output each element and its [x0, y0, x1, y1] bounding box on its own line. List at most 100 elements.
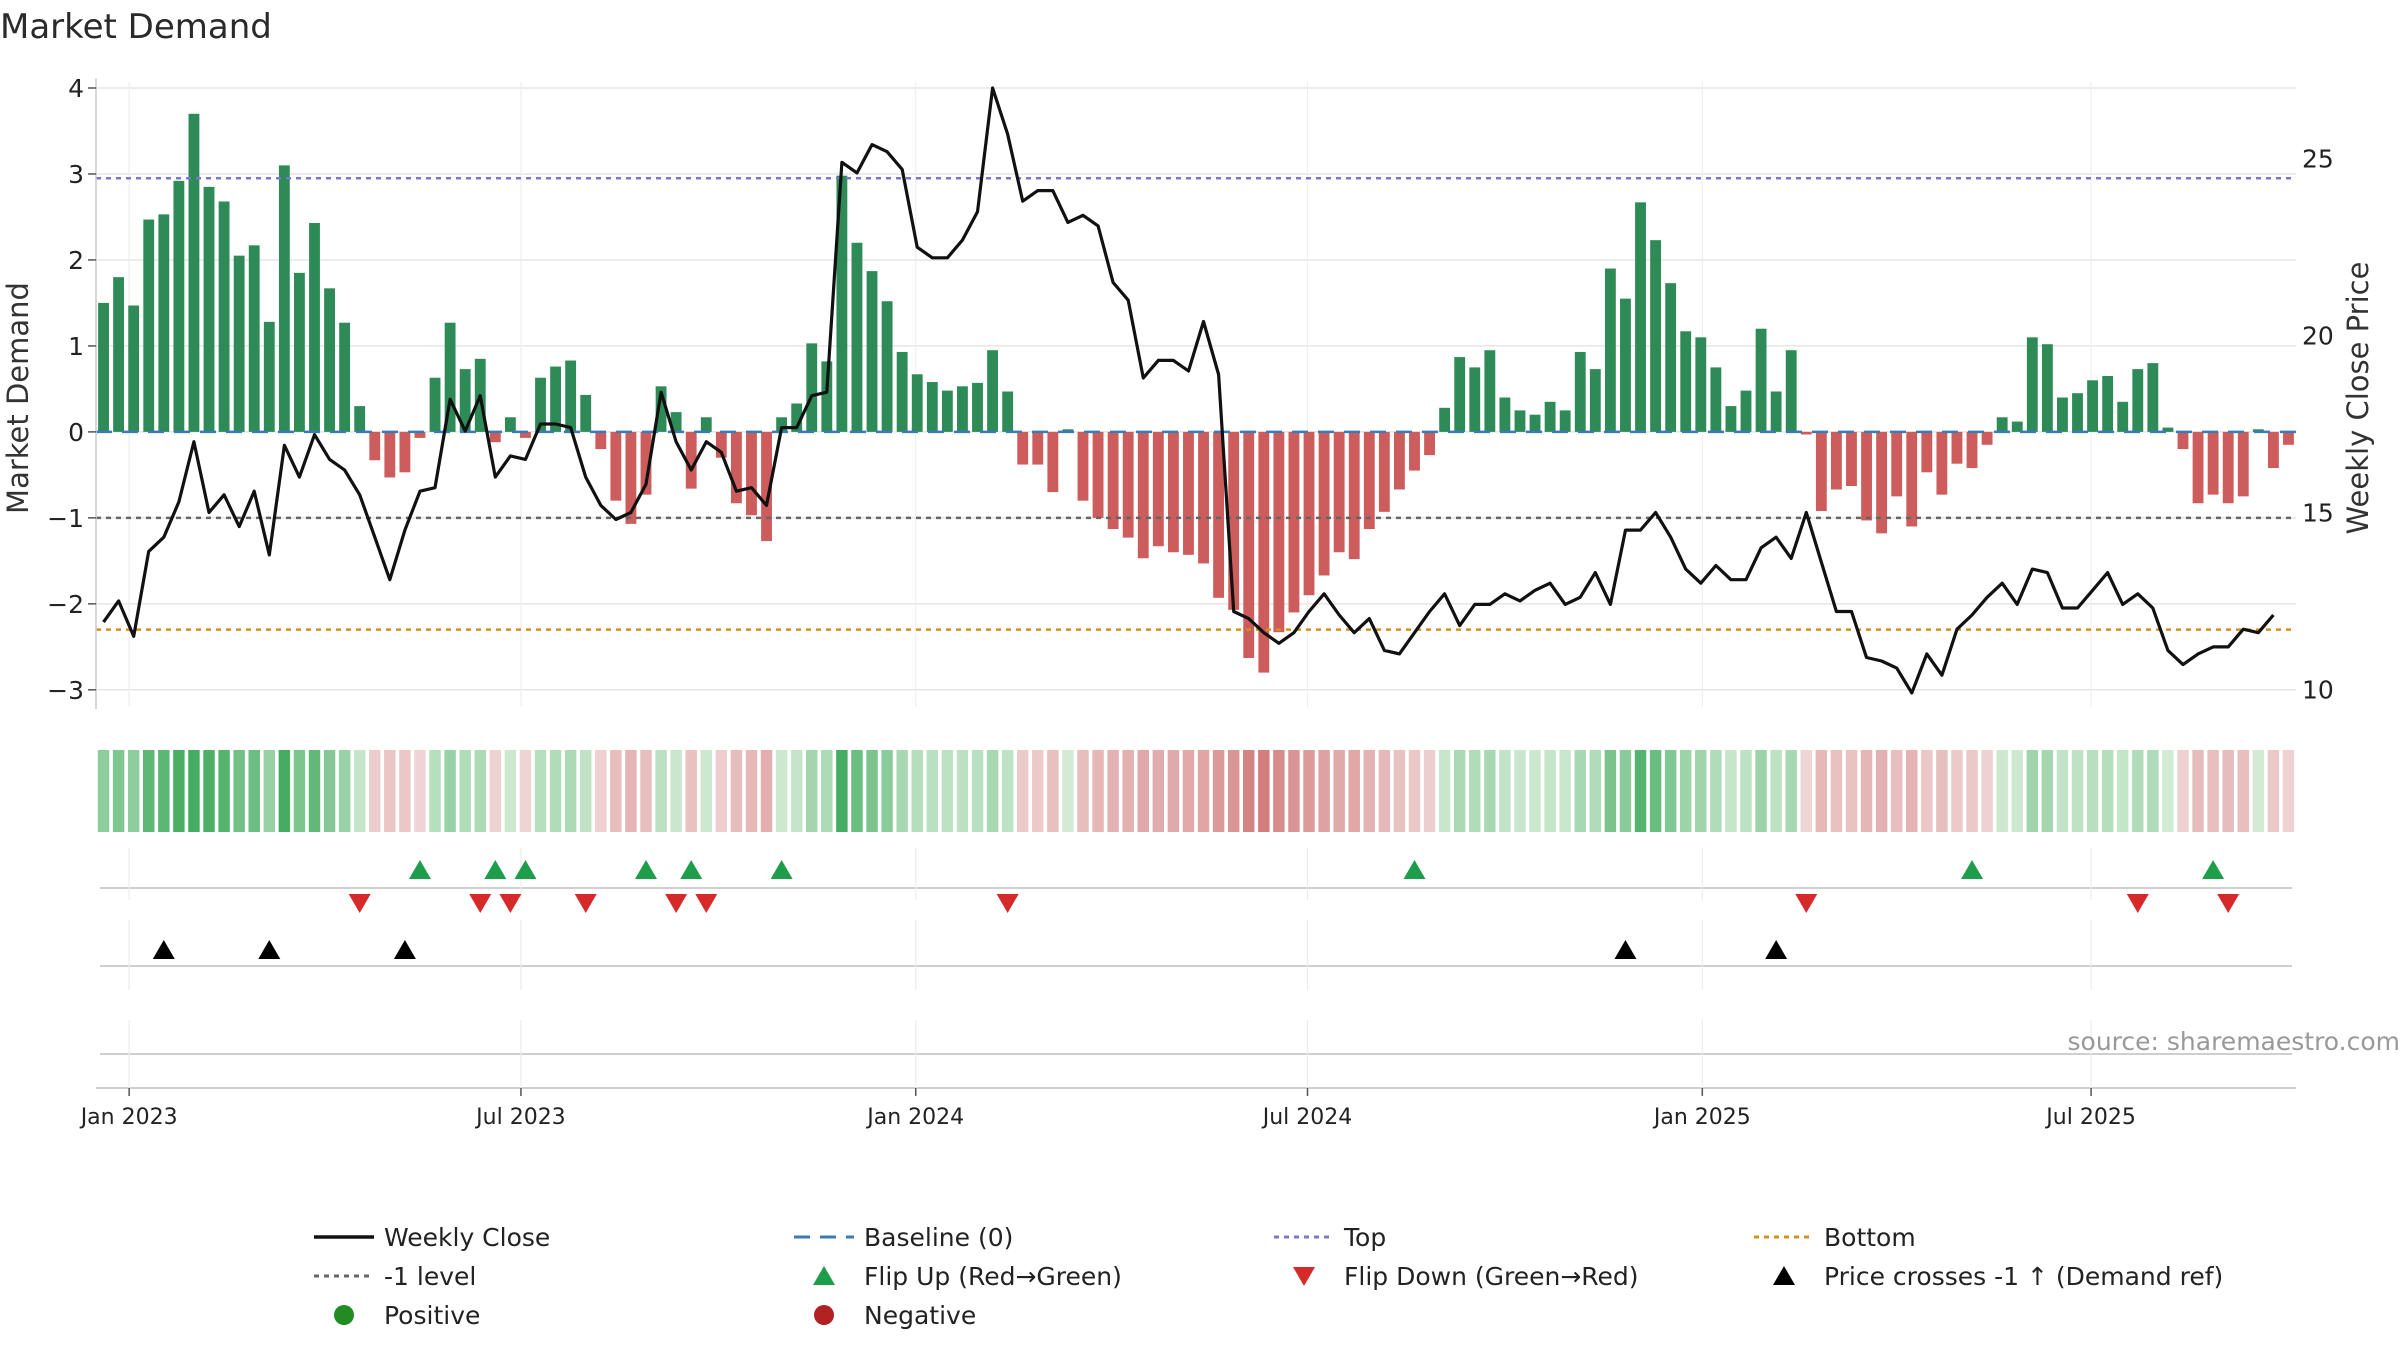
- heat-cell: [1966, 750, 1978, 832]
- heat-cell: [1770, 750, 1782, 832]
- demand-bar-positive: [1680, 331, 1692, 432]
- heat-cell: [1212, 750, 1225, 832]
- heat-cell: [2116, 750, 2129, 832]
- heat-cell: [278, 750, 291, 832]
- demand-bar-positive: [1665, 283, 1677, 432]
- heat-cell: [2132, 750, 2144, 832]
- heat-cell: [700, 750, 712, 832]
- heat-cell: [896, 750, 908, 832]
- y-tick-label-left: −2: [47, 590, 84, 619]
- legend-label: Flip Up (Red→Green): [864, 1262, 1122, 1291]
- demand-bar-positive: [1529, 414, 1541, 432]
- demand-bar-positive: [776, 417, 788, 432]
- demand-bar-negative: [1363, 431, 1375, 530]
- demand-bar-negative: [2192, 431, 2204, 504]
- demand-bar-positive: [263, 321, 275, 432]
- demand-bar-positive: [1725, 406, 1737, 432]
- demand-bar-negative: [1137, 431, 1149, 559]
- heat-cell: [414, 750, 426, 832]
- heat-cell: [790, 750, 803, 832]
- heat-cell: [1740, 750, 1752, 832]
- legend-item: -1 level: [314, 1262, 476, 1291]
- demand-bar-positive: [1499, 397, 1511, 432]
- heat-cell: [384, 750, 396, 832]
- demand-bar-positive: [1062, 429, 1074, 432]
- demand-bar-negative: [1303, 431, 1315, 596]
- heat-cell: [1559, 750, 1571, 832]
- flip-up-marker: [1961, 860, 1984, 879]
- demand-bar-positive: [1650, 240, 1662, 432]
- demand-bar-positive: [203, 186, 215, 432]
- demand-bar-positive: [1484, 350, 1496, 432]
- demand-bar-positive: [339, 322, 351, 432]
- legend-item: Weekly Close: [314, 1223, 550, 1252]
- y-tick-label-left: 3: [68, 160, 84, 189]
- x-tick-label: Jan 2023: [79, 1105, 178, 1130]
- demand-bar-positive: [1710, 367, 1722, 432]
- weekly-close-line: [102, 86, 2275, 695]
- demand-bar-negative: [1830, 431, 1842, 490]
- heat-cell: [1227, 750, 1240, 832]
- heat-cell: [1092, 750, 1104, 832]
- demand-bar-negative: [2207, 431, 2219, 495]
- heat-cell: [1363, 750, 1376, 832]
- demand-bar-negative: [746, 431, 757, 516]
- heat-cell: [821, 750, 833, 832]
- heat-cell: [1469, 750, 1481, 832]
- legend-label: Top: [1343, 1223, 1386, 1252]
- heat-cell: [1001, 750, 1014, 832]
- demand-bar-positive: [1002, 391, 1014, 432]
- heat-cell: [1725, 750, 1737, 832]
- heat-cell: [625, 750, 637, 832]
- demand-bar-negative: [1815, 431, 1827, 511]
- demand-bar-negative: [610, 431, 622, 501]
- legend-label: Baseline (0): [864, 1223, 1013, 1252]
- heat-cell: [489, 750, 502, 832]
- demand-bar-negative: [1424, 431, 1435, 456]
- demand-bar-negative: [1394, 431, 1405, 490]
- heat-cell: [1167, 750, 1180, 832]
- heat-cell: [338, 750, 351, 832]
- heat-cell: [519, 750, 532, 832]
- flip-down-marker: [348, 894, 371, 913]
- demand-bar-positive: [1620, 298, 1631, 432]
- demand-bar-negative: [1906, 431, 1918, 527]
- heat-cell: [1152, 750, 1165, 832]
- flip-down-marker: [2126, 894, 2149, 913]
- y-tick-label-right: 25: [2302, 145, 2334, 174]
- y-tick-label-left: −3: [47, 676, 84, 705]
- heat-cell: [459, 750, 471, 832]
- demand-bar-positive: [98, 302, 109, 432]
- demand-bar-negative: [1183, 431, 1194, 555]
- demand-bar-negative: [1378, 431, 1390, 512]
- demand-bar-positive: [504, 417, 516, 432]
- demand-bar-positive: [218, 201, 230, 432]
- heat-cell: [1438, 750, 1451, 832]
- demand-bar-positive: [821, 361, 833, 432]
- y-tick-label-right: 20: [2302, 322, 2334, 351]
- legend-label: Weekly Close: [384, 1223, 550, 1252]
- demand-bar-negative: [1966, 431, 1978, 468]
- heat-cell: [926, 750, 939, 832]
- y-tick-label-left: 1: [68, 332, 84, 361]
- demand-bar-negative: [1861, 431, 1872, 521]
- legend-item: Flip Up (Red→Green): [813, 1262, 1122, 1291]
- heat-cell: [308, 750, 321, 832]
- demand-bar-negative: [685, 431, 697, 489]
- demand-bar-positive: [580, 394, 592, 432]
- y-axis-right-label: Weekly Close Price: [2341, 262, 2375, 535]
- heat-cell: [640, 750, 652, 832]
- heat-cell: [1243, 750, 1255, 832]
- heat-cell: [881, 750, 893, 832]
- demand-bar-negative: [1921, 431, 1933, 473]
- heat-cell: [911, 750, 923, 832]
- heat-cell: [293, 750, 306, 832]
- legend-item: Negative: [814, 1301, 976, 1330]
- heat-cell: [971, 750, 984, 832]
- heat-cell: [2026, 750, 2039, 832]
- demand-bars: [98, 113, 2294, 673]
- demand-bar-positive: [113, 277, 125, 432]
- heat-cell: [2177, 750, 2189, 832]
- demand-bar-negative: [1846, 431, 1857, 487]
